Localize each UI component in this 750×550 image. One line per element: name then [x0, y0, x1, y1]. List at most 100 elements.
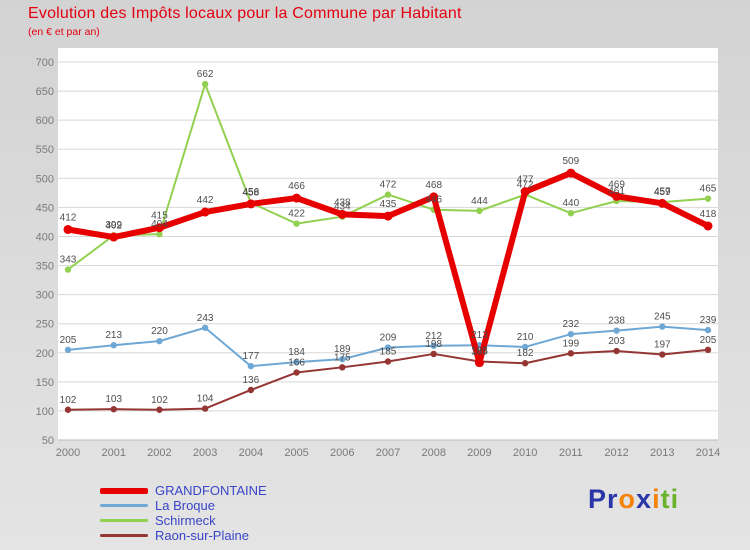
data-point: [292, 193, 302, 203]
legend-item-Raon-sur-Plaine: Raon-sur-Plaine: [100, 528, 267, 543]
logo-letter: t: [660, 484, 671, 514]
data-label: 343: [60, 255, 77, 266]
legend-label: Schirmeck: [155, 513, 216, 528]
x-tick-label: 2009: [467, 447, 491, 459]
data-point: [110, 405, 117, 413]
legend-item-La Broque: La Broque: [100, 498, 267, 513]
data-label: 444: [471, 196, 488, 207]
data-point: [201, 80, 209, 88]
data-label: 422: [288, 209, 305, 220]
legend-item-GRANDFONTAINE: GRANDFONTAINE: [100, 483, 267, 498]
data-point: [293, 369, 300, 376]
legend-swatch: [100, 519, 148, 522]
data-point: [476, 207, 483, 215]
data-point: [201, 324, 209, 331]
data-label: 209: [380, 333, 397, 344]
legend: GRANDFONTAINE La Broque Schirmeck Raon-sur-…: [100, 483, 267, 543]
data-point: [201, 405, 209, 412]
y-tick-label: 100: [36, 406, 54, 418]
data-label: 232: [563, 319, 580, 330]
data-point: [704, 326, 712, 334]
y-tick-label: 500: [36, 173, 54, 185]
data-label: 469: [608, 179, 625, 190]
data-label: 466: [288, 181, 305, 192]
x-tick-label: 2013: [650, 447, 674, 459]
data-point: [64, 266, 72, 273]
data-label: 457: [654, 186, 671, 197]
data-label: 104: [197, 394, 214, 405]
data-point: [156, 406, 163, 413]
x-tick-label: 2006: [330, 447, 354, 459]
data-label: 440: [563, 198, 580, 209]
data-label: 509: [563, 156, 580, 167]
data-label: 472: [380, 180, 397, 191]
logo-letter: P: [588, 484, 608, 514]
data-label: 245: [654, 312, 671, 323]
x-tick-label: 2000: [56, 447, 80, 459]
y-tick-label: 150: [36, 377, 54, 389]
data-label: 465: [700, 184, 717, 195]
data-label: 662: [197, 69, 214, 80]
data-label: 136: [243, 375, 260, 386]
data-point: [657, 198, 667, 208]
y-tick-label: 650: [36, 86, 54, 98]
x-tick-label: 2005: [284, 447, 308, 459]
x-tick-label: 2001: [101, 447, 125, 459]
data-label: 199: [563, 338, 580, 349]
data-label: 435: [380, 199, 397, 210]
data-point: [293, 220, 300, 227]
logo-letter: o: [618, 484, 637, 514]
data-label: 442: [197, 195, 214, 206]
data-label: 175: [334, 352, 351, 363]
data-label: 468: [425, 180, 442, 191]
data-label: 239: [700, 315, 717, 326]
data-label: 197: [654, 340, 671, 351]
data-label: 404: [151, 219, 168, 230]
data-label: 415: [151, 211, 168, 222]
y-tick-label: 300: [36, 290, 54, 302]
data-label: 185: [380, 346, 397, 357]
data-point: [520, 187, 530, 197]
y-tick-label: 400: [36, 231, 54, 243]
x-tick-label: 2007: [376, 447, 400, 459]
y-tick-label: 50: [42, 435, 54, 447]
data-point: [613, 327, 620, 334]
data-label: 434: [334, 202, 351, 213]
data-point: [384, 344, 392, 351]
data-point: [383, 211, 393, 221]
data-label: 213: [105, 330, 122, 341]
data-label: 205: [700, 335, 717, 346]
data-point: [339, 364, 346, 371]
data-label: 102: [151, 395, 168, 406]
legend-item-Schirmeck: Schirmeck: [100, 513, 267, 528]
data-label: 456: [243, 187, 260, 198]
data-label: 182: [517, 348, 534, 359]
x-tick-label: 2014: [696, 447, 720, 459]
data-label: 213: [471, 330, 488, 341]
data-point: [430, 350, 437, 358]
data-label: 243: [197, 313, 214, 324]
data-point: [429, 192, 439, 202]
data-label: 446: [425, 195, 442, 206]
data-label: 210: [517, 332, 534, 343]
data-point: [63, 224, 73, 234]
data-point: [247, 362, 255, 370]
legend-label: Raon-sur-Plaine: [155, 528, 249, 543]
legend-swatch: [100, 504, 148, 507]
data-point: [110, 342, 117, 349]
data-point: [156, 337, 163, 345]
legend-label: La Broque: [155, 498, 215, 513]
data-label: 402: [105, 220, 122, 231]
data-label: 418: [700, 209, 717, 220]
x-tick-label: 2002: [147, 447, 171, 459]
y-tick-label: 250: [36, 319, 54, 331]
data-point: [154, 223, 164, 233]
data-point: [612, 191, 622, 201]
line-chart: 50 100 150 200 250 300 350 400 450 500 550 600 650 70…: [36, 48, 720, 459]
data-label: 438: [334, 197, 351, 208]
data-label: 205: [60, 335, 77, 346]
logo-letter: i: [670, 484, 680, 514]
data-point: [567, 330, 575, 338]
x-tick-label: 2008: [421, 447, 445, 459]
x-tick-label: 2004: [239, 447, 263, 459]
